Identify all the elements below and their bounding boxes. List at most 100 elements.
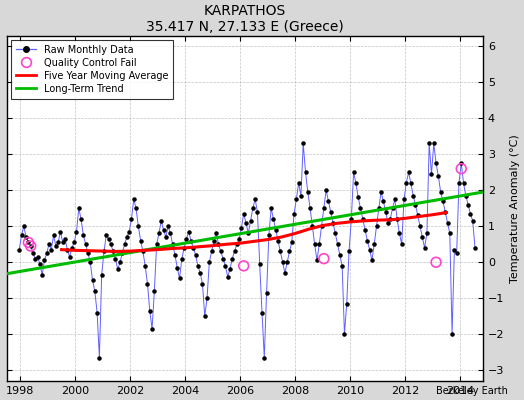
Point <box>315 241 323 248</box>
Point <box>375 205 383 212</box>
Point <box>205 259 213 266</box>
Point <box>109 248 117 255</box>
Point <box>411 202 420 208</box>
Point <box>146 308 154 314</box>
Point <box>352 180 360 186</box>
Point <box>237 225 246 231</box>
Point <box>425 140 433 147</box>
Point <box>373 223 381 230</box>
Point <box>381 209 390 215</box>
Point <box>393 216 401 222</box>
Point <box>361 227 369 233</box>
Point <box>231 248 239 255</box>
Point <box>17 232 26 238</box>
Point <box>228 256 236 262</box>
Point <box>395 230 403 237</box>
Point <box>436 189 445 195</box>
Point <box>155 230 163 237</box>
Point <box>24 239 32 246</box>
Point <box>278 259 287 266</box>
Point <box>294 180 303 186</box>
Point <box>150 288 159 294</box>
Point <box>100 248 108 255</box>
Point <box>125 228 133 235</box>
Point <box>176 275 184 282</box>
Point <box>423 230 431 237</box>
Point <box>427 171 435 177</box>
Point <box>377 189 385 195</box>
Point <box>107 241 115 248</box>
Point <box>72 228 81 235</box>
Point <box>301 169 310 176</box>
Point <box>196 270 204 276</box>
Point <box>384 220 392 226</box>
Point <box>132 205 140 212</box>
Point <box>418 234 427 240</box>
Y-axis label: Temperature Anomaly (°C): Temperature Anomaly (°C) <box>510 134 520 283</box>
Point <box>386 216 395 222</box>
Point <box>114 266 122 273</box>
Point <box>136 238 145 244</box>
Point <box>123 234 131 240</box>
Point <box>448 331 456 337</box>
Point <box>34 254 42 260</box>
Point <box>311 241 319 248</box>
Point <box>79 232 88 238</box>
Point <box>420 245 429 251</box>
Point <box>297 192 305 199</box>
Point <box>350 169 358 176</box>
Point <box>338 263 346 269</box>
Point <box>457 160 465 166</box>
Point <box>152 241 161 248</box>
Point <box>251 196 259 202</box>
Point <box>27 243 35 249</box>
Point <box>409 192 417 199</box>
Point <box>269 216 278 222</box>
Point <box>471 245 479 251</box>
Point <box>242 220 250 226</box>
Point <box>182 236 191 242</box>
Point <box>340 331 348 337</box>
Point <box>333 241 342 248</box>
Point <box>288 239 296 246</box>
Point <box>445 230 454 237</box>
Point <box>203 295 211 302</box>
Point <box>171 252 179 258</box>
Point <box>178 256 186 262</box>
Point <box>368 257 376 264</box>
Point <box>36 261 44 267</box>
Point <box>184 228 193 235</box>
Point <box>271 227 280 233</box>
Point <box>216 248 225 255</box>
Point <box>19 223 28 230</box>
Point <box>169 241 177 248</box>
Point <box>27 243 35 249</box>
Point <box>363 238 372 244</box>
Point <box>460 180 468 186</box>
Point <box>443 220 452 226</box>
Point <box>244 230 253 237</box>
Point <box>187 238 195 244</box>
Point <box>61 236 69 242</box>
Point <box>246 218 255 224</box>
Point <box>47 246 56 253</box>
Point <box>157 218 166 224</box>
Point <box>299 140 308 147</box>
Point <box>322 187 330 194</box>
Point <box>15 246 24 253</box>
Point <box>256 261 264 267</box>
Point <box>226 266 234 273</box>
Point <box>432 160 440 166</box>
Point <box>93 310 101 316</box>
Point <box>336 252 344 258</box>
Point <box>63 246 71 253</box>
Point <box>210 238 218 244</box>
Point <box>59 239 67 246</box>
Point <box>118 250 126 256</box>
Point <box>320 256 328 262</box>
Point <box>283 259 291 266</box>
Point <box>441 209 450 215</box>
Point <box>434 173 443 179</box>
Point <box>413 212 422 219</box>
Point <box>400 196 408 202</box>
